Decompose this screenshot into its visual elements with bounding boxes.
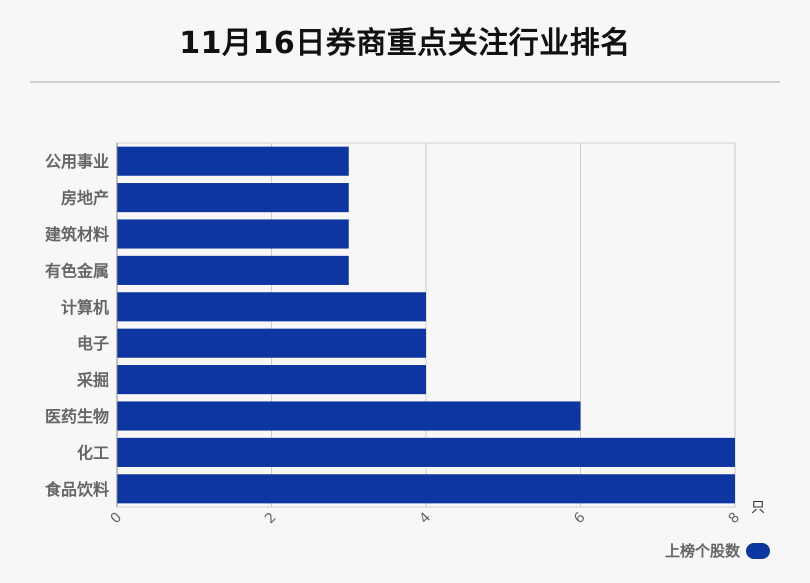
category-label: 化工 — [77, 443, 109, 462]
x-tick-label: 6 — [571, 509, 589, 527]
bar-1 — [117, 146, 349, 176]
category-label: 建筑材料 — [45, 225, 109, 244]
x-tick-label: 4 — [416, 509, 434, 527]
category-label: 计算机 — [61, 298, 109, 317]
category-label: 食品饮料 — [44, 480, 109, 499]
bar-7 — [117, 365, 426, 395]
legend: 上榜个股数 — [665, 540, 770, 561]
category-label: 医药生物 — [45, 407, 109, 426]
bar-5 — [117, 292, 426, 322]
x-tick-label: 2 — [262, 509, 280, 527]
bar-4 — [117, 255, 349, 285]
category-label: 房地产 — [61, 189, 109, 208]
category-label: 公用事业 — [45, 152, 109, 171]
category-label: 电子 — [77, 334, 109, 353]
category-label: 采掘 — [76, 371, 109, 390]
bar-9 — [117, 437, 735, 467]
bar-3 — [117, 219, 349, 249]
bar-6 — [117, 328, 426, 358]
bar-2 — [117, 183, 349, 213]
x-unit-label: 只 — [751, 500, 765, 516]
x-tick-label: 8 — [725, 509, 743, 527]
bar-10 — [117, 474, 735, 504]
category-label: 有色金属 — [45, 261, 109, 280]
bar-8 — [117, 401, 581, 431]
chart-title: 11月16日券商重点关注行业排名 — [179, 26, 631, 61]
x-tick-label: 0 — [107, 509, 125, 527]
legend-label: 上榜个股数 — [664, 542, 740, 560]
legend-swatch — [746, 542, 770, 559]
title-divider — [30, 81, 780, 83]
